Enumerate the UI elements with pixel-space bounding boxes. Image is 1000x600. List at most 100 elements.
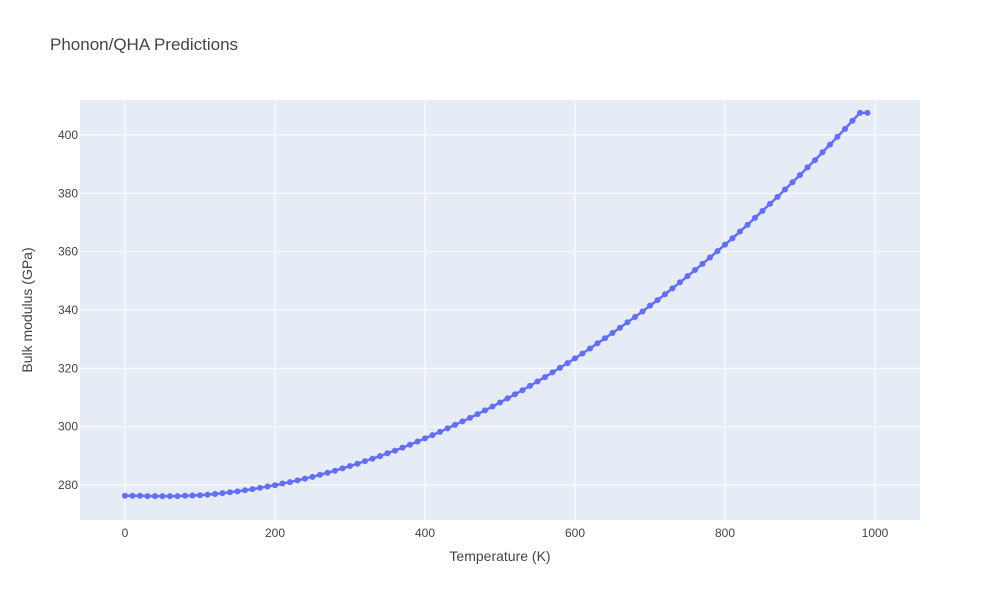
data-point: [249, 486, 256, 493]
data-point: [167, 493, 173, 500]
data-point: [759, 207, 766, 214]
data-point: [212, 491, 218, 498]
data-point: [234, 488, 241, 495]
y-tick-label: 300: [58, 420, 78, 434]
data-point: [429, 432, 436, 439]
data-point: [354, 460, 361, 467]
data-point: [767, 200, 773, 207]
data-point: [369, 455, 376, 462]
data-point: [587, 345, 593, 352]
y-tick-label: 320: [58, 361, 78, 375]
data-point: [264, 483, 271, 490]
data-point: [377, 453, 383, 460]
data-point: [819, 149, 826, 156]
y-tick-label: 400: [58, 128, 78, 142]
data-point: [219, 490, 226, 497]
data-point: [624, 319, 631, 326]
data-point: [152, 493, 158, 500]
y-axis-title: Bulk modulus (GPa): [19, 247, 35, 372]
data-point: [639, 308, 646, 315]
data-point: [332, 467, 338, 474]
data-point: [512, 391, 518, 398]
data-point: [309, 473, 316, 480]
data-point: [774, 193, 781, 200]
grid: [80, 100, 920, 520]
data-point: [752, 214, 758, 221]
data-point: [407, 441, 413, 448]
data-point: [527, 382, 533, 389]
data-point: [729, 235, 736, 242]
data-point: [857, 109, 863, 116]
data-point: [347, 463, 353, 470]
data-point: [324, 469, 331, 476]
data-point: [744, 221, 751, 228]
data-point: [137, 492, 143, 499]
data-point: [392, 447, 398, 454]
series-line: [125, 111, 868, 498]
data-point: [189, 492, 196, 499]
data-point: [144, 493, 151, 500]
data-point: [804, 164, 811, 171]
data-point: [542, 374, 548, 381]
data-point: [707, 254, 713, 261]
data-point: [677, 279, 683, 286]
data-point: [714, 248, 721, 255]
x-tick-label: 600: [565, 526, 585, 540]
data-point: [204, 491, 211, 498]
x-tick-label: 1000: [862, 526, 889, 540]
data-point: [482, 407, 488, 414]
data-point: [834, 133, 841, 140]
data-point: [459, 418, 466, 425]
data-point: [467, 414, 473, 421]
data-point: [317, 471, 323, 478]
data-point: [842, 125, 848, 132]
data-point: [384, 450, 391, 457]
data-point: [444, 425, 451, 432]
data-point: [504, 395, 511, 402]
data-point: [129, 492, 136, 499]
data-point: [594, 340, 601, 347]
x-tick-label: 0: [122, 526, 129, 540]
chart-title: Phonon/QHA Predictions: [50, 35, 238, 54]
data-point: [519, 387, 526, 394]
data-point: [242, 487, 248, 494]
data-point: [797, 171, 803, 178]
data-point: [437, 428, 443, 435]
y-tick-label: 360: [58, 245, 78, 259]
series-0: [122, 109, 871, 500]
data-point: [647, 302, 653, 309]
data-point: [414, 438, 421, 445]
data-point: [572, 355, 578, 362]
y-tick-label: 380: [58, 186, 78, 200]
data-point: [474, 411, 481, 418]
data-point: [699, 260, 706, 267]
x-axis-title: Temperature (K): [449, 548, 550, 564]
data-point: [287, 479, 293, 486]
data-point: [812, 157, 818, 164]
data-point: [602, 335, 608, 342]
data-point: [534, 378, 541, 385]
data-point: [197, 492, 203, 499]
data-point: [549, 369, 556, 376]
data-point: [272, 482, 278, 489]
data-point: [362, 458, 368, 465]
data-point: [737, 228, 743, 235]
data-point: [489, 403, 496, 410]
x-tick-label: 400: [415, 526, 435, 540]
data-point: [579, 350, 586, 357]
x-tick-label: 200: [265, 526, 285, 540]
data-point: [159, 493, 166, 500]
data-point: [827, 141, 833, 148]
data-point: [399, 444, 406, 451]
series-layer: [122, 109, 871, 500]
y-tick-label: 280: [58, 478, 78, 492]
data-point: [849, 117, 856, 124]
data-point: [654, 297, 661, 304]
y-tick-label: 340: [58, 303, 78, 317]
data-point: [497, 399, 503, 406]
data-point: [692, 267, 698, 274]
data-point: [279, 480, 286, 487]
data-point: [452, 421, 458, 428]
data-point: [294, 477, 301, 484]
data-point: [122, 492, 128, 499]
